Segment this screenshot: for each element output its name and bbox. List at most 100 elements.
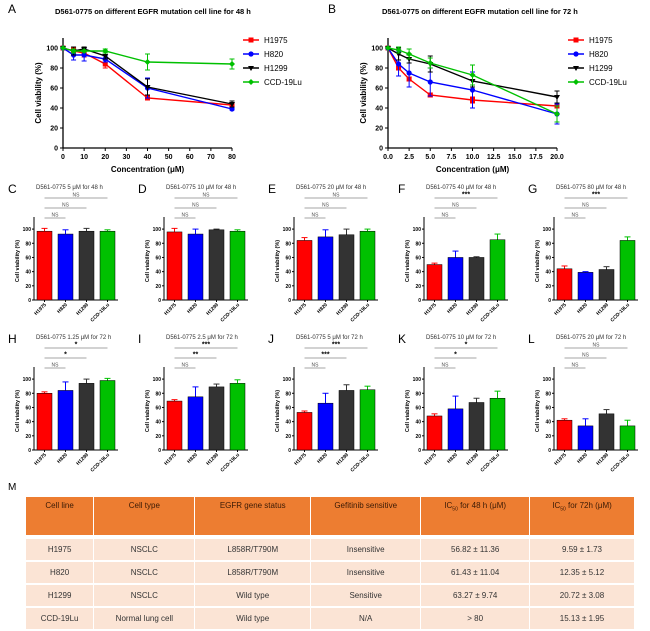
panel-label-d: D (138, 182, 147, 196)
bar-h820 (187, 233, 204, 301)
bar-chart-k: 0 20 40 60 80 100 Cell viability (%) H1975 H820 H… (405, 342, 508, 474)
bar-h1299 (78, 383, 95, 451)
y-axis-title: Cell viability (%) (405, 240, 411, 282)
data-point (406, 51, 413, 57)
y-tick-label: 60 (155, 405, 161, 411)
y-axis-title: Cell viability (%) (359, 62, 368, 124)
y-tick-label: 0 (418, 448, 421, 454)
y-tick-label: 80 (415, 391, 421, 397)
significance-label: NS (593, 343, 601, 349)
header-gefitinib: Gefitinib sensitive (311, 497, 421, 535)
x-tick-label: 17.5 (529, 154, 543, 161)
y-tick-label: 20 (415, 284, 421, 290)
x-tick-label: 50 (165, 154, 173, 161)
y-tick-label: 0 (418, 298, 421, 304)
panel-label-l: L (528, 332, 535, 346)
bar-h1975 (166, 231, 183, 301)
panel-label-k: K (398, 332, 407, 346)
y-tick-label: 20 (25, 434, 31, 440)
panel-label-g: G (528, 182, 538, 196)
y-tick-label: 100 (153, 227, 162, 233)
legend-marker (248, 51, 254, 57)
x-tick-label: 70 (207, 154, 215, 161)
y-tick-label: 80 (545, 241, 551, 247)
y-tick-label: 20 (155, 284, 161, 290)
legend-marker (573, 37, 579, 43)
x-tick-label: CCD-19Lu (610, 302, 631, 323)
data-point (229, 102, 235, 107)
x-tick-label: 20.0 (550, 154, 564, 161)
bar-h820 (447, 408, 464, 451)
x-tick-label: CCD-19Lu (610, 452, 631, 473)
y-tick-label: 0 (28, 448, 31, 454)
bar-h1299 (468, 402, 485, 451)
bar-ccd-19lu (489, 397, 506, 451)
cell: CCD-19Lu (26, 608, 94, 631)
cell: Wild type (195, 608, 311, 631)
panel-label-j: J (268, 332, 274, 346)
legend-label: H1975 (264, 36, 288, 45)
panel-b-title: D561-0775 on different EGFR mutation cel… (382, 7, 578, 16)
bar-h820 (57, 233, 74, 301)
bar-chart-c: 0 20 40 60 80 100 Cell viability (%) H1975 H820 H… (15, 193, 118, 324)
legend-label: H1299 (264, 64, 288, 73)
x-tick-label: H820 (316, 452, 329, 465)
bar-panel-d: D D561-0775 10 μM for 48 h 0 20 40 60 80 100 Cel… (130, 180, 260, 330)
legend-label: H1975 (589, 36, 613, 45)
cell: Insensitive (311, 562, 421, 585)
y-axis-title: Cell viability (%) (145, 240, 151, 282)
significance-label: ** (193, 352, 199, 359)
y-tick-label: 100 (413, 227, 422, 233)
legend-marker (573, 66, 579, 71)
x-tick-label: 5.0 (425, 154, 435, 161)
y-tick-label: 100 (23, 377, 32, 383)
table-row: H820 NSCLC L858R/T790M Insensitive 61.43… (26, 562, 634, 585)
x-tick-label: CCD-19Lu (480, 452, 501, 473)
bar-panel-title: D561-0775 40 μM for 48 h (426, 185, 497, 191)
y-tick-label: 60 (285, 255, 291, 261)
header-cell-line: Cell line (26, 497, 94, 535)
y-tick-label: 60 (415, 405, 421, 411)
panel-label-c: C (8, 182, 17, 196)
bar-h1299 (338, 390, 355, 451)
y-tick-label: 0 (28, 298, 31, 304)
data-point (406, 70, 412, 76)
header-ic50-72h: IC50 for 72h (μM) (530, 497, 634, 535)
y-tick-label: 0 (288, 448, 291, 454)
significance-label: NS (52, 363, 60, 369)
x-tick-label: H1299 (335, 302, 350, 317)
significance-label: *** (462, 192, 470, 199)
bar-chart-f: 0 20 40 60 80 100 Cell viability (%) H1975 H820 H… (405, 192, 508, 324)
panel-a-title: D561-0775 on different EGFR mutation cel… (55, 7, 251, 16)
y-tick-label: 20 (50, 126, 58, 133)
y-tick-label: 60 (25, 255, 31, 261)
x-tick-label: H820 (446, 452, 459, 465)
y-tick-label: 80 (545, 391, 551, 397)
cell: 20.72 ± 3.08 (530, 585, 634, 608)
bar-panel-title: D561-0775 80 μM for 48 h (556, 185, 627, 191)
data-point (81, 48, 88, 54)
cell: 9.59 ± 1.73 (530, 539, 634, 562)
bar-h820 (317, 236, 334, 301)
x-tick-label: CCD-19Lu (350, 452, 371, 473)
data-point (395, 61, 402, 67)
header-cell-type: Cell type (94, 497, 195, 535)
cell: Insensitive (311, 539, 421, 562)
y-tick-label: 40 (415, 270, 421, 276)
cell: Normal lung cell (94, 608, 195, 631)
y-tick-label: 40 (50, 106, 58, 113)
y-tick-label: 40 (285, 270, 291, 276)
y-tick-label: 20 (545, 284, 551, 290)
y-tick-label: 100 (543, 377, 552, 383)
y-tick-label: 80 (50, 66, 58, 73)
cell: H1299 (26, 585, 94, 608)
x-tick-label: H1975 (293, 452, 308, 467)
y-tick-label: 100 (46, 46, 58, 53)
x-tick-label: H1299 (75, 302, 90, 317)
significance-label: NS (582, 353, 590, 359)
bar-h1975 (556, 268, 573, 301)
bar-chart-j: 0 20 40 60 80 100 Cell viability (%) H1975 H820 H… (275, 342, 378, 474)
x-tick-label: H820 (576, 452, 589, 465)
cell: 15.13 ± 1.95 (530, 608, 634, 631)
legend-marker (573, 79, 579, 85)
